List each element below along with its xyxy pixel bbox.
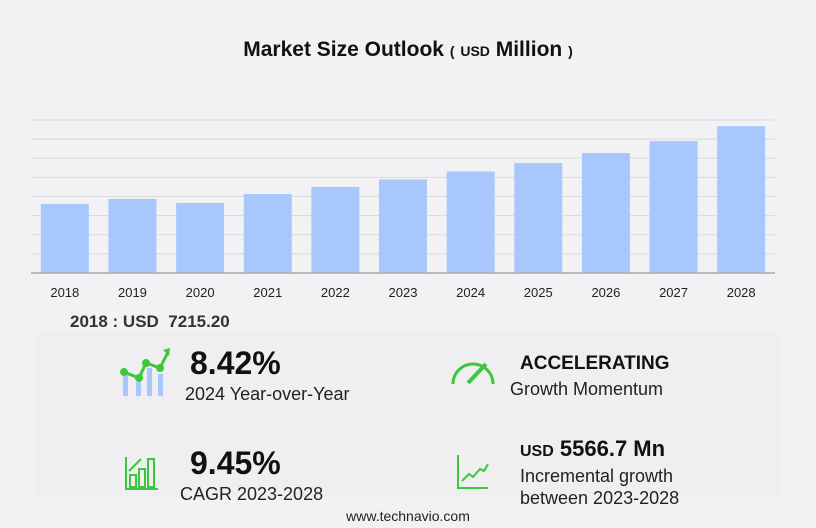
x-tick-label: 2023 xyxy=(389,285,418,300)
base-year-number: 7215.20 xyxy=(168,312,230,331)
incremental-value: USD 5566.7 Mn xyxy=(520,436,665,462)
x-tick-label: 2025 xyxy=(524,285,553,300)
bar-2022 xyxy=(311,186,360,273)
metrics-panel xyxy=(35,332,781,497)
trend-line-icon xyxy=(457,455,489,489)
base-year-value: 2018 : USD 7215.20 xyxy=(70,312,230,332)
bar-2028 xyxy=(717,126,766,274)
incremental-label-1: Incremental growth xyxy=(520,466,674,486)
momentum-label: Growth Momentum xyxy=(510,379,664,399)
bar-2026 xyxy=(581,152,630,273)
x-tick-label: 2024 xyxy=(456,285,485,300)
bar-2027 xyxy=(649,141,698,273)
x-tick-label: 2019 xyxy=(118,285,147,300)
bar-2024 xyxy=(446,171,495,273)
x-tick-label: 2022 xyxy=(321,285,350,300)
incremental-prefix: USD xyxy=(520,443,554,460)
yoy-label: 2024 Year-over-Year xyxy=(185,384,350,404)
bar-2019 xyxy=(108,198,157,273)
bar-2020 xyxy=(176,203,225,273)
bar-growth-icon xyxy=(125,457,158,490)
base-year-label: 2018 : USD xyxy=(70,312,159,331)
bar-chart: 2018 2019 2020 2021 2022 2023 2024 2025 2026 2027… xyxy=(31,119,775,300)
title-unit-close: ) xyxy=(568,43,573,59)
growth-chart-icon xyxy=(120,348,170,396)
momentum-value: ACCELERATING xyxy=(520,353,670,374)
speedometer-icon xyxy=(451,362,495,385)
x-tick-label: 2027 xyxy=(659,285,688,300)
incremental-number: 5566.7 Mn xyxy=(559,436,666,461)
x-tick-label: 2026 xyxy=(591,285,620,300)
title-text: Market Size Outlook xyxy=(243,38,444,61)
cagr-value: 9.45% xyxy=(190,445,281,481)
bar-2023 xyxy=(379,179,427,273)
title-unit-word: Million xyxy=(495,38,563,61)
x-tick-label: 2021 xyxy=(253,285,282,300)
x-tick-label: 2018 xyxy=(50,285,79,300)
yoy-value: 8.42% xyxy=(190,345,281,381)
footer-url[interactable]: www.technavio.com xyxy=(346,508,470,524)
x-tick-label: 2020 xyxy=(186,285,215,300)
cagr-label: CAGR 2023-2028 xyxy=(180,484,324,504)
bar-2018 xyxy=(40,204,89,273)
chart-title: Market Size Outlook ( USD Million ) xyxy=(0,38,816,62)
x-tick-label: 2028 xyxy=(727,285,756,300)
title-unit-open: ( xyxy=(449,43,455,59)
incremental-label-2: between 2023-2028 xyxy=(520,488,680,508)
title-unit: USD xyxy=(460,43,490,59)
bar-2025 xyxy=(514,163,563,273)
bar-2021 xyxy=(243,194,292,273)
